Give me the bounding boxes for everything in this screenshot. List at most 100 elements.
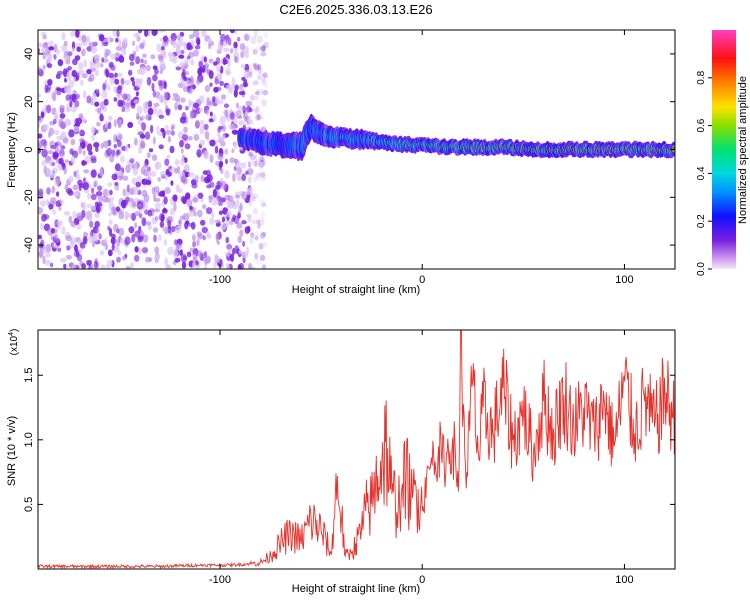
noise-dot — [258, 72, 266, 81]
noise-dot — [158, 144, 164, 150]
noise-dot — [263, 242, 268, 249]
noise-dot — [148, 100, 153, 108]
noise-dot — [196, 209, 203, 218]
colorbar: 0.0 0.2 0.4 0.6 0.8 Normalized spectral ampl… — [696, 30, 749, 276]
noise-dot — [180, 148, 184, 154]
noise-dot — [72, 58, 78, 66]
noise-dot — [120, 77, 125, 85]
noise-dot — [50, 197, 57, 204]
noise-dot — [193, 102, 200, 109]
noise-dot — [214, 198, 219, 205]
noise-dot — [144, 131, 151, 140]
noise-dot — [102, 83, 107, 91]
noise-dot — [256, 35, 263, 44]
noise-dot — [165, 108, 171, 116]
noise-dot — [196, 238, 200, 247]
noise-dot — [235, 199, 240, 206]
noise-dot — [159, 69, 163, 75]
spectrogram-y-label: Frequency (Hz) — [6, 112, 18, 188]
snr-frame — [37, 329, 676, 570]
noise-dot — [90, 169, 97, 178]
x-tick-label: 0 — [419, 574, 425, 586]
noise-dot — [111, 173, 118, 181]
noise-dot — [220, 94, 227, 100]
noise-dot — [167, 219, 172, 227]
noise-dot — [66, 103, 71, 113]
noise-dot — [170, 126, 174, 132]
noise-dot — [132, 80, 136, 87]
noise-dot — [147, 209, 153, 217]
noise-dot — [143, 163, 148, 169]
noise-dot — [90, 206, 97, 211]
noise-dot — [154, 216, 159, 222]
noise-dot — [195, 260, 199, 266]
noise-dot — [105, 197, 111, 203]
noise-dot — [128, 69, 133, 76]
snr-x-label: Height of straight line (km) — [292, 583, 420, 595]
noise-dot — [128, 226, 135, 234]
noise-dot — [225, 262, 230, 269]
noise-dot — [255, 105, 260, 112]
noise-dot — [145, 256, 151, 263]
noise-dot — [76, 72, 80, 81]
noise-dot — [260, 241, 264, 248]
noise-dot — [262, 231, 267, 237]
noise-dot — [188, 45, 194, 51]
noise-dot — [88, 42, 95, 48]
noise-dot — [261, 79, 265, 85]
noise-dot — [260, 210, 266, 220]
noise-dot — [200, 219, 206, 226]
noise-dot — [228, 87, 233, 94]
colorbar-label: Normalized spectral amplitude — [737, 76, 749, 224]
noise-dot — [122, 37, 128, 44]
noise-dot — [257, 64, 262, 70]
svg-text:(x104): (x104) — [8, 329, 20, 356]
noise-dot — [47, 78, 53, 86]
noise-dot — [145, 180, 152, 185]
noise-dot — [117, 72, 123, 78]
noise-dot — [107, 259, 113, 266]
noise-dot — [203, 150, 210, 160]
noise-dot — [114, 181, 119, 186]
noise-dot — [222, 57, 227, 66]
noise-dot — [247, 187, 253, 196]
noise-dot — [166, 264, 172, 269]
noise-dot — [46, 63, 53, 69]
noise-dot — [158, 234, 162, 242]
noise-dot — [232, 173, 236, 182]
noise-dot — [262, 264, 267, 269]
noise-dot — [61, 226, 66, 235]
noise-dot — [183, 126, 188, 134]
noise-dot — [158, 94, 163, 102]
noise-dot — [179, 249, 183, 256]
noise-dot — [86, 143, 93, 152]
noise-dot — [142, 234, 149, 243]
noise-dot — [83, 59, 87, 68]
y-tick-label: -40 — [23, 237, 35, 253]
noise-dot — [142, 247, 148, 254]
noise-dot — [83, 160, 88, 165]
noise-dot — [118, 212, 125, 220]
noise-dot — [116, 132, 123, 140]
noise-dot — [135, 56, 141, 65]
noise-dot — [192, 197, 198, 203]
noise-dot — [132, 40, 136, 47]
noise-dot — [163, 99, 168, 106]
noise-dot — [83, 169, 90, 174]
noise-dot — [38, 234, 43, 240]
noise-dot — [45, 168, 52, 176]
noise-dot — [114, 72, 118, 78]
noise-dot — [184, 105, 189, 111]
snr-x-ticks: -100 0 100 — [209, 330, 634, 586]
noise-dot — [40, 222, 44, 231]
noise-dot — [75, 30, 80, 38]
noise-dot — [127, 121, 134, 129]
noise-dot — [71, 70, 77, 77]
noise-dot — [182, 255, 188, 261]
noise-dot — [164, 174, 169, 181]
noise-dot — [41, 148, 48, 158]
noise-dot — [177, 82, 184, 89]
noise-dot — [76, 253, 83, 262]
noise-dot — [204, 84, 211, 93]
noise-dot — [254, 235, 259, 241]
